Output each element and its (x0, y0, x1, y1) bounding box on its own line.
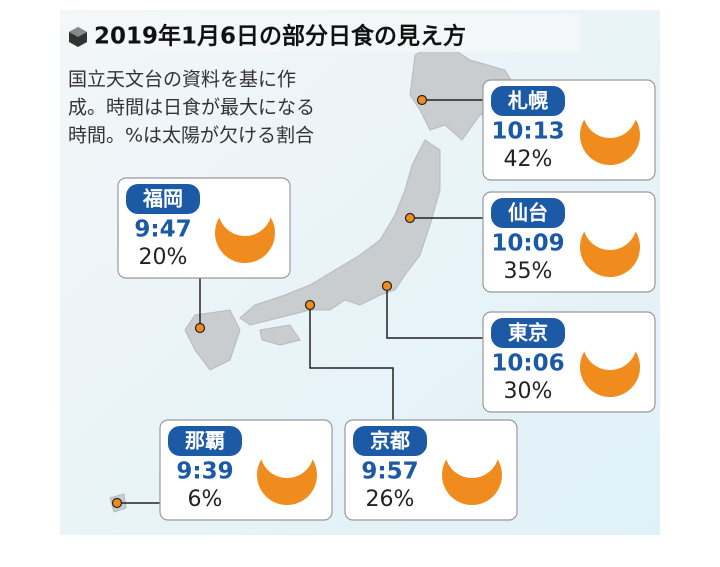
leader-line (309, 305, 394, 420)
note-line: 国立天文台の資料を基に作 (68, 69, 296, 91)
max-time: 10:13 (491, 119, 564, 145)
coverage: 30% (504, 379, 553, 404)
sun (580, 337, 640, 397)
city-name: 仙台 (508, 201, 548, 225)
max-time: 10:06 (491, 351, 564, 377)
coverage: 26% (366, 487, 415, 512)
sun-icon (580, 337, 640, 397)
name-badge (168, 426, 242, 456)
note-line: 成。時間は日食が最大になる (68, 97, 315, 119)
coverage: 42% (504, 147, 553, 172)
coverage: 20% (139, 245, 188, 270)
sun (580, 105, 640, 165)
city-name: 東京 (508, 321, 548, 345)
land (109, 39, 521, 513)
city-name: 福岡 (142, 187, 183, 211)
city-name: 札幌 (507, 89, 548, 113)
coverage: 6% (188, 487, 223, 512)
name-badge (491, 318, 565, 348)
max-time: 10:09 (491, 231, 564, 257)
title: 2019年1月6日の部分日食の見え方 (94, 23, 466, 50)
city-dot (304, 299, 316, 311)
city-dot (416, 94, 428, 106)
name-badge (491, 198, 565, 228)
sun-icon (257, 445, 317, 505)
sun (215, 203, 275, 263)
city-dot (404, 212, 416, 224)
cube-icon (69, 27, 87, 47)
city-name: 那覇 (185, 429, 225, 453)
max-time: 9:57 (361, 459, 418, 485)
city-card: 那覇 9:396% (159, 419, 333, 521)
sun (442, 445, 502, 505)
city-dot (194, 322, 206, 334)
max-time: 9:39 (176, 459, 233, 485)
city-dot (381, 280, 393, 292)
name-badge (491, 86, 565, 116)
max-time: 9:47 (134, 217, 191, 243)
sun-icon (442, 445, 502, 505)
note-line: 時間。%は太陽が欠ける割合 (68, 125, 314, 147)
sun-icon (580, 217, 640, 277)
sun-icon (215, 203, 275, 263)
city-name: 京都 (370, 429, 410, 453)
coverage: 35% (504, 259, 553, 284)
sun (257, 445, 317, 505)
sun (580, 217, 640, 277)
sun-icon (580, 105, 640, 165)
city-dot (111, 497, 123, 509)
leader-line (386, 286, 483, 339)
name-badge (353, 426, 427, 456)
name-badge (126, 184, 200, 214)
